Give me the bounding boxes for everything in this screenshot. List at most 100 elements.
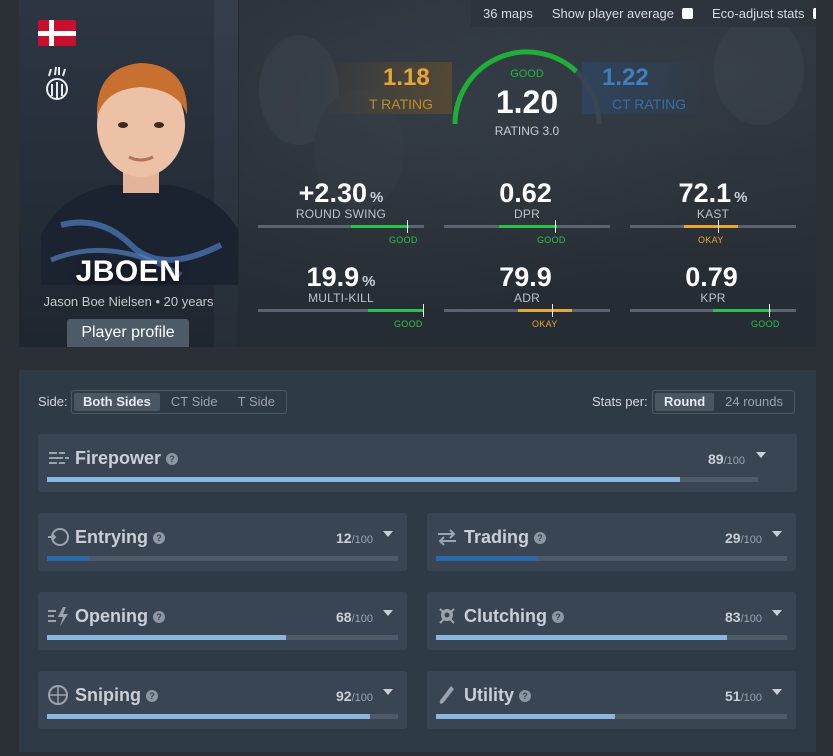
rating-gauge-fill — [452, 49, 579, 125]
role-card-sniping[interactable]: Sniping? 92/100 — [38, 671, 407, 729]
stat-bar: GOOD — [444, 220, 610, 245]
chevron-down-icon[interactable] — [772, 610, 782, 616]
stat-verdict: GOOD — [751, 319, 780, 329]
stat-value: 72.1% — [678, 178, 748, 208]
player-fullname-age: Jason Boe Nielsen • 20 years — [43, 294, 214, 309]
show-player-average-option[interactable]: Show player average — [552, 6, 694, 21]
role-name: Clutching? — [464, 606, 564, 627]
stat-bar-marker — [423, 304, 424, 317]
role-card-trading[interactable]: Trading? 29/100 — [427, 513, 796, 571]
help-icon[interactable]: ? — [534, 532, 547, 544]
stat-bar-marker — [552, 304, 553, 317]
role-card-firepower[interactable]: Firepower? 89/100 — [38, 434, 797, 492]
stat-unit: % — [369, 189, 384, 206]
stat-dpr: 0.62 DPR GOOD — [444, 178, 610, 245]
stat-bar-marker — [769, 304, 770, 317]
maps-count: 36 maps — [483, 6, 533, 21]
role-progress-track — [436, 556, 787, 561]
player-card: JBOEN Jason Boe Nielsen • 20 years Playe… — [19, 0, 238, 347]
stat-bar-segment — [499, 225, 557, 228]
rating-verdict: GOOD — [510, 68, 544, 80]
stat-verdict: OKAY — [698, 235, 724, 245]
role-card-clutching[interactable]: Clutching? 83/100 — [427, 592, 796, 650]
side-option-t[interactable]: T Side — [237, 394, 275, 409]
opening-icon — [48, 607, 68, 626]
sniping-icon — [48, 685, 68, 705]
eco-adjust-checkbox[interactable] — [812, 8, 816, 19]
player-nickname: JBOEN — [75, 255, 182, 288]
stat-bar: GOOD — [258, 304, 424, 329]
utility-icon — [439, 686, 454, 704]
role-name: Sniping? — [75, 685, 158, 706]
role-card-opening[interactable]: Opening? 68/100 — [38, 592, 407, 650]
role-name: Utility? — [464, 685, 532, 706]
show-player-average-checkbox[interactable] — [682, 8, 694, 19]
denmark-flag-icon — [38, 20, 76, 46]
hero-background — [239, 0, 816, 347]
help-icon[interactable]: ? — [153, 611, 165, 623]
stat-bar-marker — [407, 220, 408, 233]
stat-bar: GOOD — [258, 220, 424, 245]
stat-label: KPR — [700, 291, 726, 305]
stat-bar-segment — [713, 309, 771, 312]
role-name: Trading? — [464, 527, 547, 548]
entrying-icon — [48, 528, 69, 546]
side-selector: Both Sides CT Side T Side — [71, 390, 287, 414]
stats-options-bar: 36 maps Show player average Eco-adjust s… — [471, 0, 816, 27]
eco-adjust-option[interactable]: Eco-adjust stats — [712, 6, 816, 21]
role-score: 68/100 — [336, 609, 373, 625]
stat-value: +2.30% — [298, 178, 384, 208]
stat-value: 79.9 — [499, 262, 552, 292]
role-name: Opening? — [75, 606, 165, 627]
role-progress-track — [436, 714, 787, 719]
stat-label: KAST — [696, 207, 730, 221]
chevron-down-icon[interactable] — [383, 531, 393, 537]
stat-bar-marker — [555, 220, 556, 233]
role-progress-track — [47, 556, 398, 561]
stat-unit: % — [362, 273, 376, 290]
role-progress-fill — [47, 635, 286, 640]
help-icon[interactable]: ? — [552, 611, 564, 623]
chevron-down-icon[interactable] — [772, 531, 782, 537]
per-option-24-rounds[interactable]: 24 rounds — [725, 394, 783, 409]
role-progress-fill — [47, 556, 90, 561]
stat-bar: OKAY — [444, 304, 610, 329]
stat-label: MULTI-KILL — [308, 291, 374, 305]
stat-bar: GOOD — [630, 304, 796, 329]
side-option-both[interactable]: Both Sides — [74, 393, 160, 411]
help-icon[interactable]: ? — [519, 690, 532, 702]
side-option-ct[interactable]: CT Side — [170, 394, 218, 409]
role-card-entrying[interactable]: Entrying? 12/100 — [38, 513, 407, 571]
stat-adr: 79.9 ADR OKAY — [444, 262, 610, 329]
role-score: 92/100 — [336, 688, 373, 704]
chevron-down-icon[interactable] — [756, 452, 766, 458]
role-progress-fill — [436, 635, 728, 640]
stat-verdict: GOOD — [394, 319, 423, 329]
big-team-logo — [46, 66, 68, 100]
chevron-down-icon[interactable] — [383, 610, 393, 616]
ct-rating-value: 1.22 — [602, 64, 649, 91]
role-progress-track — [47, 714, 398, 719]
t-rating-value: 1.18 — [383, 64, 430, 91]
stats-per-selector: Round 24 rounds — [652, 390, 795, 414]
stat-verdict: GOOD — [537, 235, 566, 245]
role-score: 51/100 — [725, 688, 762, 704]
role-progress-track — [436, 635, 787, 640]
stat-label: DPR — [514, 207, 540, 221]
help-icon[interactable]: ? — [166, 453, 179, 465]
player-profile-button[interactable]: Player profile — [67, 319, 189, 347]
help-icon[interactable]: ? — [153, 532, 166, 544]
role-progress-fill — [436, 714, 615, 719]
t-rating-box — [320, 62, 452, 114]
help-icon[interactable]: ? — [146, 690, 158, 702]
role-progress-track — [47, 477, 758, 482]
role-name: Firepower? — [75, 448, 179, 469]
stat-value: 0.62 — [499, 178, 552, 208]
chevron-down-icon[interactable] — [383, 689, 393, 695]
stat-round-swing: +2.30% ROUND SWING GOOD — [258, 178, 424, 245]
role-card-utility[interactable]: Utility? 51/100 — [427, 671, 796, 729]
per-option-round[interactable]: Round — [655, 393, 715, 411]
firepower-icon — [49, 452, 69, 464]
role-name: Entrying? — [75, 527, 166, 548]
chevron-down-icon[interactable] — [772, 689, 782, 695]
